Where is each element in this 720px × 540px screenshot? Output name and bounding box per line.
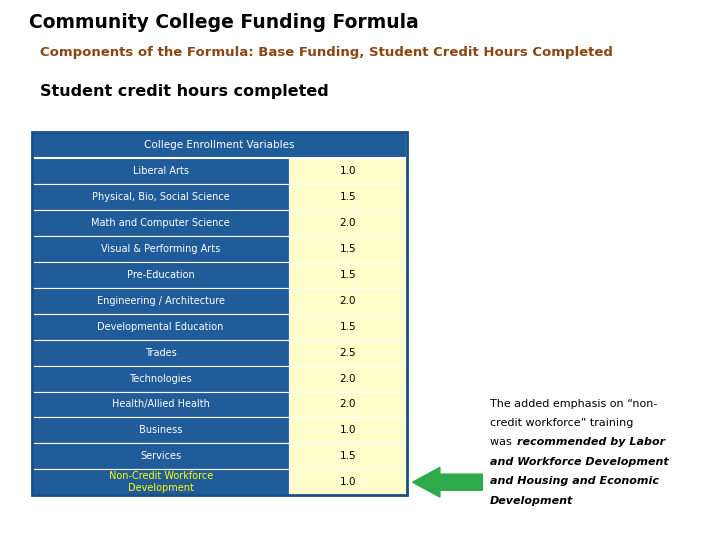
Text: 1.5: 1.5 (340, 322, 356, 332)
Text: and Housing and Economic: and Housing and Economic (490, 476, 659, 487)
Text: 2.0: 2.0 (340, 374, 356, 383)
Text: Trades: Trades (145, 348, 176, 357)
Bar (32, 236, 289, 262)
Text: The added emphasis on “non-: The added emphasis on “non- (490, 399, 657, 409)
Bar (32, 392, 289, 417)
Text: Liberal Arts: Liberal Arts (132, 166, 189, 176)
Text: 1.5: 1.5 (340, 451, 356, 461)
Text: Technologies: Technologies (130, 374, 192, 383)
Bar (32, 314, 289, 340)
Text: 1.0: 1.0 (340, 477, 356, 487)
Text: recommended by Labor: recommended by Labor (517, 437, 665, 448)
Bar (32, 158, 289, 184)
Bar (32, 417, 289, 443)
Bar (289, 288, 407, 314)
Text: Developmental Education: Developmental Education (97, 322, 224, 332)
Bar (32, 184, 289, 210)
Bar (289, 443, 407, 469)
Bar (32, 443, 289, 469)
Text: 1.5: 1.5 (340, 192, 356, 202)
Text: 2.0: 2.0 (340, 296, 356, 306)
Text: Visual & Performing Arts: Visual & Performing Arts (101, 244, 220, 254)
Text: Student credit hours completed: Student credit hours completed (40, 84, 328, 99)
Bar (289, 469, 407, 495)
Bar (289, 417, 407, 443)
Text: credit workforce” training: credit workforce” training (490, 418, 633, 428)
Text: 1.0: 1.0 (340, 426, 356, 435)
Text: Physical, Bio, Social Science: Physical, Bio, Social Science (91, 192, 230, 202)
Text: Business: Business (139, 426, 182, 435)
Text: Services: Services (140, 451, 181, 461)
Text: 1.5: 1.5 (340, 244, 356, 254)
Bar (289, 184, 407, 210)
FancyArrow shape (413, 468, 482, 497)
Bar (289, 158, 407, 184)
Bar (32, 340, 289, 366)
Bar (289, 210, 407, 236)
Bar (289, 262, 407, 288)
Text: Health/Allied Health: Health/Allied Health (112, 400, 210, 409)
Text: 2.5: 2.5 (340, 348, 356, 357)
Bar (32, 132, 407, 495)
Bar (32, 210, 289, 236)
Text: Non-Credit Workforce
Development: Non-Credit Workforce Development (109, 471, 212, 493)
Text: Development: Development (490, 496, 573, 506)
Bar (32, 262, 289, 288)
Bar (32, 288, 289, 314)
Bar (289, 340, 407, 366)
Bar (32, 132, 407, 158)
Text: Engineering / Architecture: Engineering / Architecture (96, 296, 225, 306)
Text: Components of the Formula: Base Funding, Student Credit Hours Completed: Components of the Formula: Base Funding,… (40, 46, 613, 59)
Text: Community College Funding Formula: Community College Funding Formula (29, 14, 418, 32)
Text: College Enrollment Variables: College Enrollment Variables (144, 140, 295, 150)
Bar (289, 366, 407, 392)
Text: Pre-Education: Pre-Education (127, 270, 194, 280)
Text: was: was (490, 437, 515, 448)
Bar (289, 236, 407, 262)
Text: 2.0: 2.0 (340, 400, 356, 409)
Bar (289, 314, 407, 340)
Bar (32, 469, 289, 495)
Bar (32, 366, 289, 392)
Text: 1.5: 1.5 (340, 270, 356, 280)
Text: Math and Computer Science: Math and Computer Science (91, 218, 230, 228)
Bar (289, 392, 407, 417)
Text: 2.0: 2.0 (340, 218, 356, 228)
Text: and Workforce Development: and Workforce Development (490, 457, 668, 467)
Text: 1.0: 1.0 (340, 166, 356, 176)
